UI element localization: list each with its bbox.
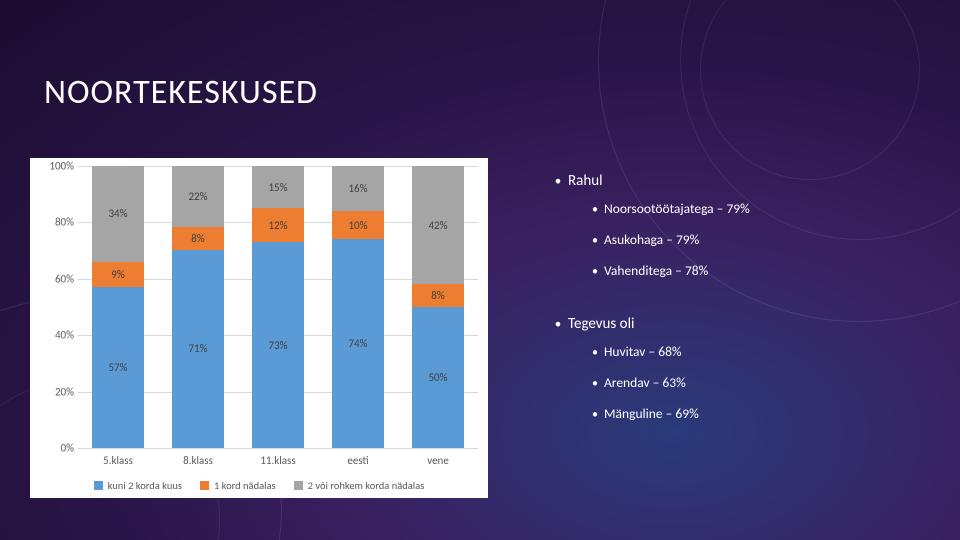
data-label: 15% <box>268 181 287 194</box>
data-label: 74% <box>348 337 367 350</box>
bullet-lvl2: •Arendav – 63% <box>586 374 930 391</box>
bar-segment: 42% <box>412 166 464 284</box>
bar-column: 42%8%50%vene <box>412 166 464 448</box>
bullet-lvl2-label: Vahenditega – 78% <box>604 262 708 279</box>
data-label: 57% <box>108 361 127 374</box>
bar-segment: 22% <box>172 166 224 227</box>
legend-item: kuni 2 korda kuus <box>94 479 182 492</box>
legend-swatch <box>294 481 303 490</box>
chart-legend: kuni 2 korda kuus 1 kord nädalas 2 või roh… <box>30 479 488 492</box>
bar-segment: 15% <box>252 166 304 208</box>
bullet-icon: • <box>586 346 604 360</box>
bullet-icon: • <box>548 174 568 189</box>
legend-label: 2 või rohkem korda nädalas <box>308 479 425 492</box>
bar-column: 22%8%71%8.klass <box>172 166 224 448</box>
data-label: 22% <box>188 190 207 203</box>
text-bullets: •Rahul•Noorsootöötajatega – 79%•Asukohag… <box>548 172 930 436</box>
bullet-lvl2-label: Huvitav – 68% <box>604 343 682 360</box>
grid-line <box>78 448 478 449</box>
data-label: 8% <box>191 232 204 245</box>
legend-swatch <box>94 481 103 490</box>
bar-segment: 8% <box>412 284 464 307</box>
bar-segment: 16% <box>332 166 384 211</box>
x-tick-label: 8.klass <box>183 454 213 467</box>
bullet-lvl1-label: Rahul <box>568 172 603 190</box>
data-label: 42% <box>428 219 447 232</box>
legend-label: kuni 2 korda kuus <box>108 479 182 492</box>
bar-segment: 50% <box>412 307 464 448</box>
bullet-lvl1: •Rahul•Noorsootöötajatega – 79%•Asukohag… <box>548 172 930 279</box>
legend-swatch <box>200 481 209 490</box>
bar-column: 16%10%74%eesti <box>332 166 384 448</box>
bar-segment: 10% <box>332 211 384 239</box>
bullet-lvl2: •Noorsootöötajatega – 79% <box>586 200 930 217</box>
bullet-icon: • <box>586 377 604 391</box>
bar-segment: 74% <box>332 239 384 448</box>
bar-segment: 9% <box>92 262 144 287</box>
bar-segment: 71% <box>172 250 224 448</box>
data-label: 50% <box>428 371 447 384</box>
bullet-icon: • <box>586 408 604 422</box>
bullet-lvl2: •Asukohaga – 79% <box>586 231 930 248</box>
x-tick-label: vene <box>427 454 449 467</box>
y-tick-label: 100% <box>36 160 74 173</box>
bullet-lvl2-label: Mänguline – 69% <box>604 405 699 422</box>
legend-item: 2 või rohkem korda nädalas <box>294 479 425 492</box>
bullet-lvl2-label: Noorsootöötajatega – 79% <box>604 200 750 217</box>
bullet-lvl2-label: Arendav – 63% <box>604 374 686 391</box>
bar-column: 34%9%57%5.klass <box>92 166 144 448</box>
y-tick-label: 20% <box>36 385 74 398</box>
bullet-lvl2-label: Asukohaga – 79% <box>604 231 699 248</box>
data-label: 8% <box>431 289 444 302</box>
legend-item: 1 kord nädalas <box>200 479 276 492</box>
y-tick-label: 0% <box>36 442 74 455</box>
x-tick-label: 11.klass <box>260 454 295 467</box>
bullet-lvl1-label: Tegevus oli <box>568 315 634 333</box>
data-label: 10% <box>348 219 367 232</box>
bullet-lvl1: •Tegevus oli•Huvitav – 68%•Arendav – 63%… <box>548 315 930 422</box>
bar-segment: 57% <box>92 287 144 448</box>
bullet-lvl2: •Huvitav – 68% <box>586 343 930 360</box>
x-tick-label: eesti <box>347 454 368 467</box>
data-label: 34% <box>108 207 127 220</box>
bar-column: 15%12%73%11.klass <box>252 166 304 448</box>
stacked-bar-chart: 0% 20% 40% 60% 80% 100% 34% 9% 57% 5.klass 22% 8% 71… <box>30 158 488 498</box>
legend-label: 1 kord nädalas <box>214 479 276 492</box>
bullet-lvl2: •Vahenditega – 78% <box>586 262 930 279</box>
bullet-icon: • <box>548 317 568 332</box>
data-label: 73% <box>268 339 287 352</box>
y-tick-label: 60% <box>36 272 74 285</box>
page-title: NOORTEKESKUSED <box>44 72 318 113</box>
bullet-icon: • <box>586 234 604 248</box>
bar-segment: 73% <box>252 242 304 448</box>
data-label: 71% <box>188 342 207 355</box>
bullet-lvl2: •Mänguline – 69% <box>586 405 930 422</box>
data-label: 12% <box>268 219 287 232</box>
bar-segment: 34% <box>92 166 144 262</box>
x-tick-label: 5.klass <box>103 454 133 467</box>
bullet-icon: • <box>586 265 604 279</box>
y-tick-label: 40% <box>36 329 74 342</box>
data-label: 9% <box>111 268 124 281</box>
bar-segment: 8% <box>172 227 224 249</box>
bullet-icon: • <box>586 203 604 217</box>
bar-segment: 12% <box>252 208 304 242</box>
y-tick-label: 80% <box>36 216 74 229</box>
data-label: 16% <box>348 182 367 195</box>
